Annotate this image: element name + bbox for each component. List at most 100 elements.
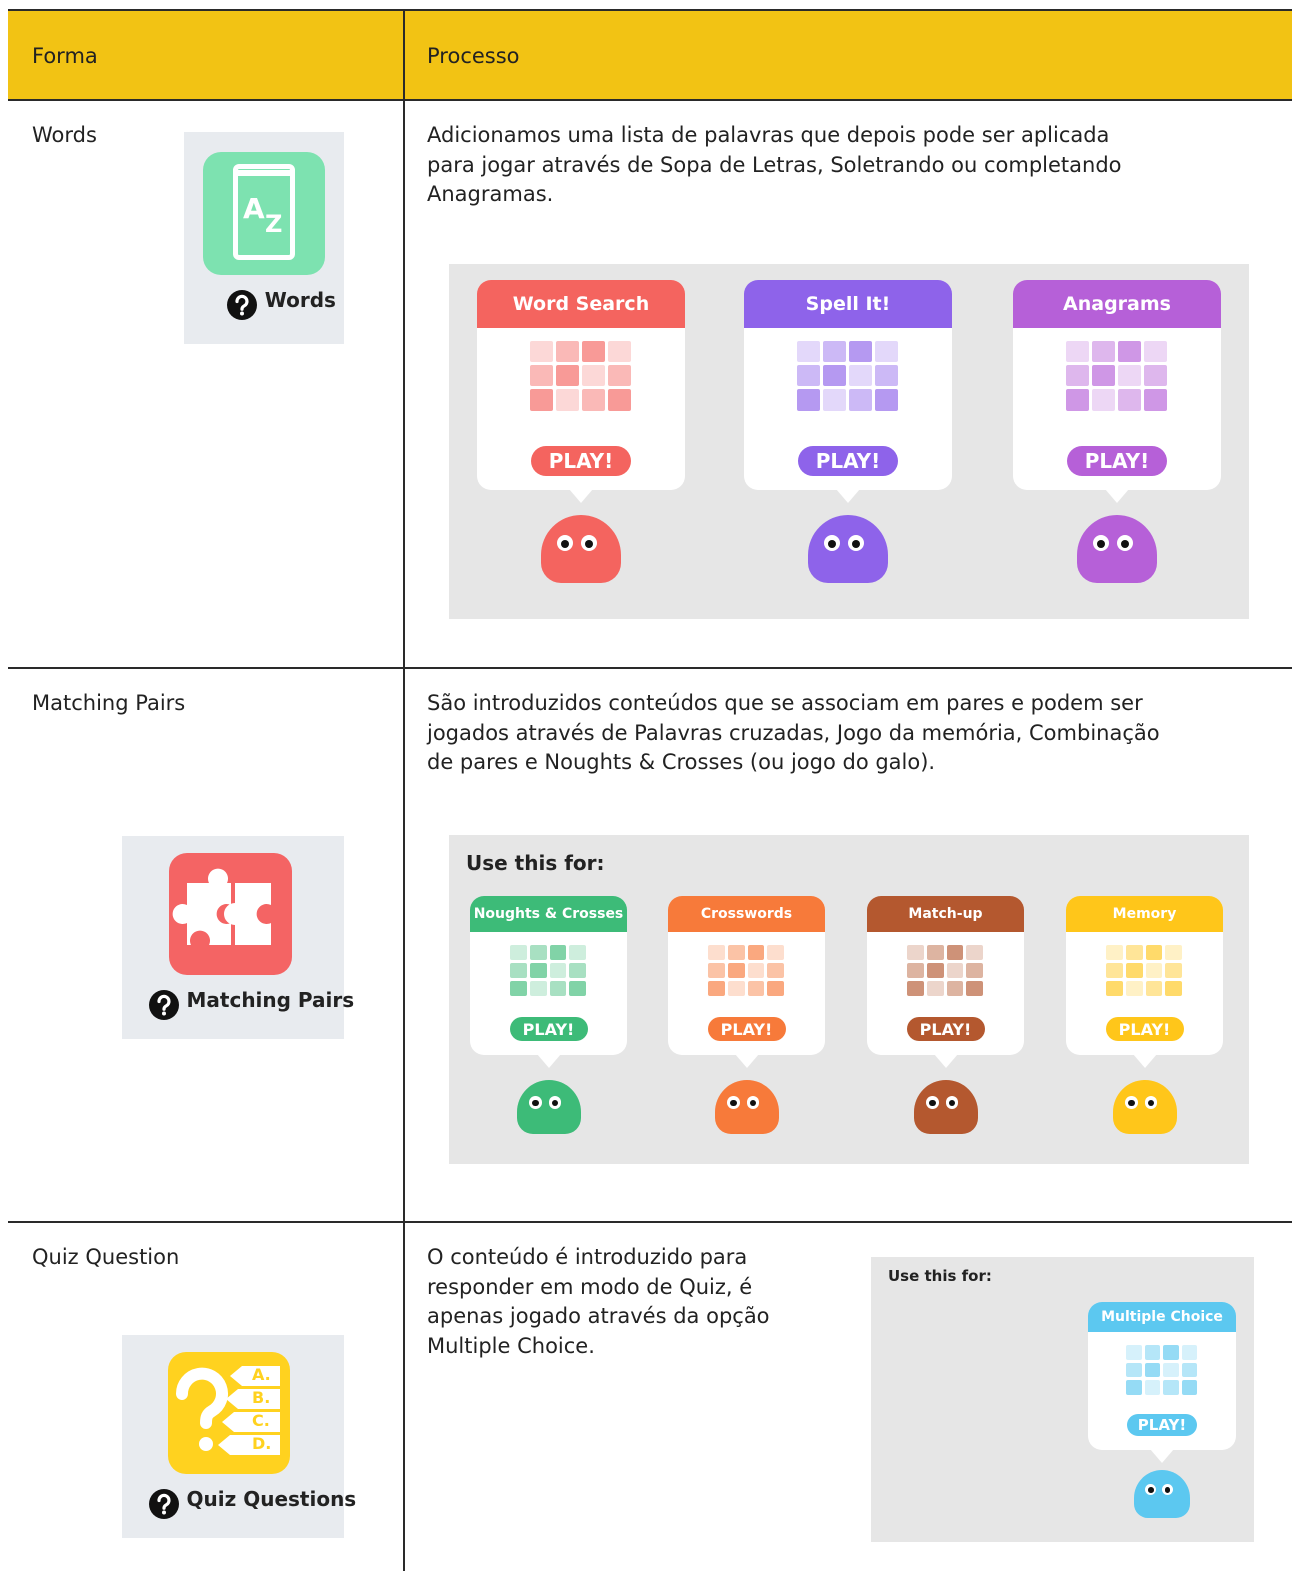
preview-cell: [569, 945, 586, 961]
mascot-eye: [557, 535, 573, 551]
preview-cell: [946, 963, 964, 979]
card-title: Match-up: [908, 906, 983, 922]
card-pointer: [1105, 489, 1129, 503]
preview-cell: [1106, 963, 1123, 979]
preview-cell: [727, 963, 745, 979]
help-glyph: [226, 290, 257, 320]
preview-cell: [529, 963, 547, 979]
preview-cell: [1165, 981, 1182, 997]
preview-cell: [569, 981, 586, 997]
preview-cell: [767, 981, 784, 997]
help-icon: [148, 990, 179, 1020]
glyph: C.: [252, 1411, 270, 1430]
icon-card: A Z Words: [184, 132, 344, 344]
mascot: [1077, 515, 1157, 583]
play-button: PLAY!: [1105, 1017, 1184, 1041]
mascot-eye: [1125, 1096, 1139, 1109]
preview-cell: [926, 945, 944, 961]
preview-cell: [849, 365, 872, 387]
mascot: [714, 1080, 779, 1135]
game-card: Multiple Choice PLAY!: [1088, 1302, 1236, 1463]
card-header: Anagrams: [1013, 280, 1221, 328]
preview-cell: [797, 341, 820, 363]
preview-cell: [1066, 389, 1089, 411]
quiz-glyph: [175, 1367, 228, 1451]
preview-cell: [1092, 341, 1115, 363]
card-pointer: [933, 1054, 958, 1068]
description-line: responder em modo de Quiz, é: [427, 1274, 753, 1299]
card-header: Crosswords: [668, 896, 825, 932]
preview-cell: [1163, 1362, 1179, 1378]
card-pointer: [1132, 1054, 1157, 1068]
card-title: Noughts & Crosses: [473, 906, 624, 922]
preview-cell: [549, 963, 567, 979]
glyph: Z: [265, 210, 283, 238]
play-button: PLAY!: [798, 446, 898, 476]
preview-cell: [1163, 1345, 1179, 1360]
play-label: PLAY!: [815, 449, 881, 473]
mascot-eye: [548, 1096, 562, 1109]
quiz-tag: B.: [226, 1389, 280, 1409]
preview-cell: [747, 981, 765, 997]
preview-cell: [582, 389, 605, 411]
preview-cell: [708, 963, 725, 979]
play-button: PLAY!: [906, 1017, 985, 1041]
card-pointer: [836, 489, 860, 503]
mascot-eye: [1144, 1096, 1158, 1109]
preview-cell: [1181, 1362, 1197, 1378]
header-cell: Forma: [32, 44, 98, 68]
preview-cell: [849, 389, 872, 411]
mascot: [516, 1080, 581, 1135]
preview-cell: [1118, 389, 1141, 411]
card-header: Spell It!: [744, 280, 952, 328]
mascot-eye: [926, 1096, 940, 1109]
glyph: B.: [252, 1388, 271, 1407]
preview-cell: [1118, 341, 1141, 363]
preview-cell: [608, 341, 631, 363]
card-title: Word Search: [512, 293, 650, 315]
preview-cell: [1106, 981, 1123, 997]
icon-card: A. B. C. D. Quiz Questions: [122, 1335, 356, 1538]
play-label: PLAY!: [919, 1019, 972, 1039]
rule: [8, 99, 1292, 101]
card-header: Word Search: [477, 280, 685, 328]
form-name: Words: [32, 123, 97, 147]
preview-cell: [608, 365, 631, 387]
description-line: apenas jogado através da opção: [427, 1304, 770, 1328]
play-label: PLAY!: [548, 449, 614, 473]
panel-heading: Use this for:: [888, 1267, 992, 1285]
mascot-eye: [1117, 535, 1133, 551]
mascot-pupil: [561, 539, 569, 548]
game-card: Memory PLAY!: [1066, 896, 1223, 1068]
mascot-eye: [581, 535, 597, 551]
preview-cell: [1145, 945, 1163, 961]
card-pointer: [1150, 1449, 1174, 1463]
game-panel: Use this for: Noughts & Crosses PLAY! Cross…: [449, 835, 1249, 1164]
book-spine: [233, 170, 295, 176]
preview-cell: [747, 945, 765, 961]
preview-cell: [556, 389, 579, 411]
glyph: A.: [252, 1365, 271, 1384]
description-line: jogados através de Palavras cruzadas, Jo…: [427, 720, 1160, 745]
preview-cell: [1163, 1380, 1179, 1395]
play-label: PLAY!: [1084, 449, 1150, 473]
preview-cell: [1106, 945, 1123, 961]
description-line: de pares e Noughts & Crosses (ou jogo do…: [427, 750, 936, 774]
preview-cell: [1125, 981, 1143, 997]
play-button: PLAY!: [707, 1017, 786, 1041]
preview-cell: [966, 945, 983, 961]
preview-cell: [907, 963, 924, 979]
preview-cell: [510, 963, 527, 979]
preview-cell: [875, 341, 898, 363]
preview-cell: [966, 963, 983, 979]
card-title: Anagrams: [1063, 293, 1171, 315]
preview-cell: [797, 365, 820, 387]
card-header: Noughts & Crosses: [470, 896, 627, 932]
game-card: Spell It! PLAY!: [744, 280, 952, 503]
panel-heading: Use this for:: [466, 851, 605, 875]
quiz-tag: A.: [230, 1366, 280, 1386]
mascot-pupil: [1164, 1487, 1171, 1493]
card-pointer: [734, 1054, 759, 1068]
